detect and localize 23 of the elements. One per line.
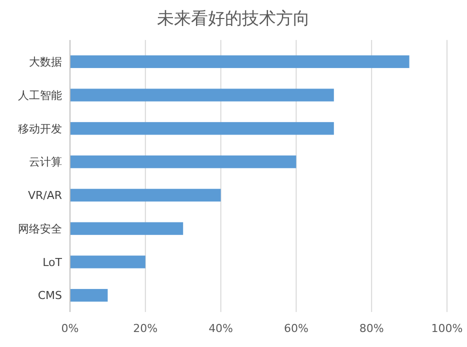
bar <box>70 256 146 268</box>
y-tick-label: 移动开发 <box>18 122 62 136</box>
x-tick-label: 60% <box>284 322 308 335</box>
bar <box>70 55 410 68</box>
bar <box>70 222 184 235</box>
y-tick-label: 网络安全 <box>18 222 62 236</box>
bar <box>70 188 221 202</box>
x-tick-label: 0% <box>61 322 79 335</box>
bar <box>70 122 334 135</box>
bar <box>70 288 108 302</box>
x-tick-label: 40% <box>208 322 234 335</box>
x-tick-label: 100% <box>431 322 463 335</box>
x-tick-label: 80% <box>359 322 384 335</box>
y-tick-label: VR/AR <box>28 189 62 202</box>
chart-title: 未来看好的技术方向 <box>157 9 310 29</box>
y-tick-label: 云计算 <box>29 156 62 169</box>
bar <box>70 155 296 168</box>
bar <box>70 88 334 102</box>
y-tick-label: CMS <box>38 289 62 302</box>
y-tick-label: 大数据 <box>29 56 62 69</box>
y-tick-label: LoT <box>42 256 62 269</box>
y-tick-label: 人工智能 <box>18 88 62 102</box>
x-tick-label: 20% <box>133 322 158 335</box>
